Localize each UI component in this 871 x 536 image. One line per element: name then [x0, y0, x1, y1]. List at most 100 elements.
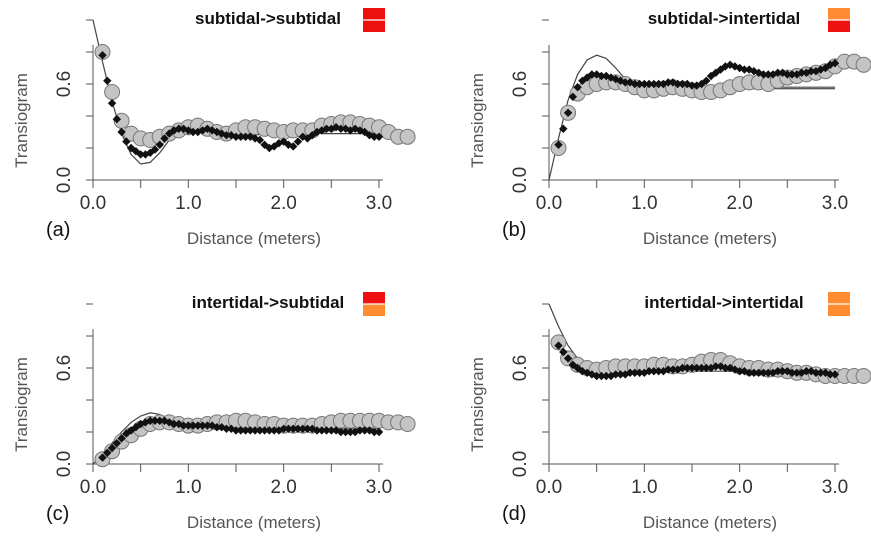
sample-point	[188, 421, 198, 430]
sample-point	[830, 59, 840, 68]
sample-point	[327, 426, 336, 435]
swatch-top	[828, 292, 850, 304]
sample-point	[117, 434, 126, 443]
sample-point	[768, 368, 778, 377]
sample-point	[255, 135, 265, 145]
x-tick-label: 3.0	[366, 477, 392, 498]
sample-point	[649, 367, 659, 376]
sample-point	[597, 71, 606, 81]
sample-point	[222, 424, 231, 433]
sample-point	[606, 73, 616, 82]
sample-point	[811, 368, 821, 377]
x-tick-label: 0.0	[536, 193, 562, 214]
sample-point	[644, 367, 654, 376]
y-tick-label: 0.0	[54, 451, 75, 477]
observed-point	[399, 416, 416, 432]
swatch-bottom	[363, 20, 385, 32]
sample-point	[203, 421, 212, 430]
y-axis-label: Transiogram	[12, 357, 31, 452]
swatch-bottom	[363, 304, 385, 316]
sample-point	[126, 143, 136, 153]
sample-point	[597, 371, 606, 381]
sample-point	[112, 439, 122, 448]
observed-point	[104, 84, 121, 100]
sample-point	[759, 368, 768, 377]
sample-point	[768, 70, 778, 79]
observed-point	[399, 128, 416, 145]
sample-point	[160, 134, 169, 143]
sample-point	[150, 145, 160, 154]
sample-point	[260, 426, 269, 435]
sample-point	[122, 137, 131, 146]
x-tick-label: 1.0	[631, 477, 657, 498]
legend-swatch	[828, 292, 850, 316]
sample-point	[150, 416, 160, 425]
sample-point	[312, 426, 322, 435]
sample-point	[112, 115, 122, 124]
sample-point	[802, 367, 811, 376]
sample-point	[687, 81, 697, 90]
sample-point	[692, 81, 701, 90]
sample-point	[193, 421, 203, 430]
sample-point	[370, 427, 379, 437]
sample-point	[107, 443, 117, 453]
y-tick-label: 0.6	[54, 71, 75, 97]
x-tick-label: 3.0	[366, 193, 392, 214]
sample-point	[554, 341, 563, 350]
sample-point	[563, 108, 573, 117]
sample-point	[165, 129, 174, 138]
sample-point	[341, 427, 350, 437]
sample-point	[298, 424, 307, 433]
sample-point	[212, 423, 222, 432]
sample-point	[797, 368, 806, 377]
panel-d: intertidal->intertidal 0.0 0.6 0.0 1.0 2.0 3.0…	[468, 292, 871, 532]
panel-tag: (c)	[46, 503, 69, 525]
sample-point	[317, 426, 326, 435]
sample-point	[117, 127, 126, 137]
sample-point	[98, 51, 107, 60]
sample-point	[678, 363, 687, 373]
sample-point	[293, 424, 303, 433]
x-tick-label: 1.0	[175, 477, 201, 498]
sample-point	[336, 427, 346, 437]
panel-b: subtidal->intertidal 0.0 0.6 0.0 1.0 2.0 3.0 Tr…	[468, 8, 871, 248]
sample-point	[683, 79, 692, 89]
sample-point	[355, 426, 365, 435]
sample-point	[716, 65, 725, 74]
y-tick-label: 0.6	[510, 355, 531, 381]
legend-swatch	[363, 8, 385, 32]
sample-point	[241, 132, 250, 141]
sample-point	[322, 426, 331, 435]
x-tick-label: 0.0	[80, 193, 106, 214]
sample-point	[246, 426, 255, 435]
sample-point	[370, 132, 379, 141]
y-axis-label: Transiogram	[12, 73, 31, 168]
y-tick-label: 0.6	[54, 355, 75, 381]
sample-point	[265, 426, 274, 435]
observed-point	[855, 56, 871, 73]
swatch-top	[363, 292, 385, 304]
sample-point	[303, 424, 312, 433]
sample-point	[255, 426, 265, 435]
sample-point	[706, 71, 716, 81]
y-tick-label: 0.6	[510, 71, 531, 97]
sample-point	[179, 421, 188, 430]
x-tick-label: 0.0	[536, 477, 562, 498]
sample-point	[169, 419, 179, 429]
sample-point	[165, 418, 174, 427]
sample-point	[692, 363, 701, 373]
x-tick-label: 1.0	[631, 193, 657, 214]
sample-point	[625, 368, 635, 377]
sample-point	[554, 140, 563, 149]
swatch-top	[363, 8, 385, 20]
sample-point	[350, 427, 360, 437]
sample-point	[616, 370, 625, 379]
panel-tag: (b)	[502, 219, 526, 241]
x-tick-label: 3.0	[822, 193, 848, 214]
x-tick-label: 1.0	[175, 193, 201, 214]
sample-point	[778, 367, 787, 376]
y-tick-label: 0.0	[510, 451, 531, 477]
x-axis-label: Distance (meters)	[643, 229, 777, 248]
sample-point	[279, 424, 288, 433]
